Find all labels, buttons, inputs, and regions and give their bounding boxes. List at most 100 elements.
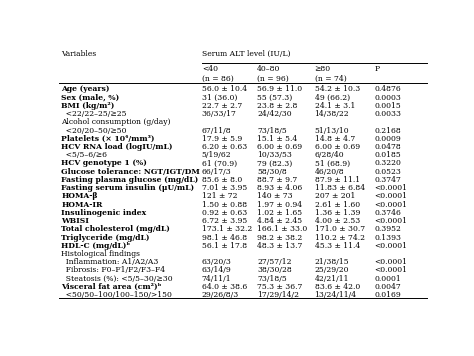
Text: 0.0478: 0.0478 — [374, 143, 401, 151]
Text: 61 (70.9): 61 (70.9) — [202, 159, 237, 167]
Text: 98.1 ± 46.8: 98.1 ± 46.8 — [202, 234, 247, 241]
Text: 17/29/14/2: 17/29/14/2 — [257, 291, 299, 299]
Text: 0.3747: 0.3747 — [374, 176, 401, 184]
Text: 140 ± 73: 140 ± 73 — [257, 192, 293, 200]
Text: 23.8 ± 2.8: 23.8 ± 2.8 — [257, 102, 298, 110]
Text: <22/22–25/≥25: <22/22–25/≥25 — [61, 110, 127, 118]
Text: 6.00 ± 0.69: 6.00 ± 0.69 — [315, 143, 360, 151]
Text: 73/18/5: 73/18/5 — [257, 274, 287, 283]
Text: Platelets (× 10⁴/mm³): Platelets (× 10⁴/mm³) — [61, 135, 155, 143]
Text: <20/20–50/≥50: <20/20–50/≥50 — [61, 127, 127, 135]
Text: 24/42/30: 24/42/30 — [257, 110, 292, 118]
Text: 0.1393: 0.1393 — [374, 234, 401, 241]
Text: 1.02 ± 1.65: 1.02 ± 1.65 — [257, 209, 302, 217]
Text: HOMA-IR: HOMA-IR — [61, 201, 102, 209]
Text: <0.0001: <0.0001 — [374, 217, 408, 225]
Text: 31 (36.0): 31 (36.0) — [202, 94, 237, 102]
Text: 17.9 ± 5.9: 17.9 ± 5.9 — [202, 135, 242, 143]
Text: 58/30/8: 58/30/8 — [257, 168, 287, 176]
Text: 0.3746: 0.3746 — [374, 209, 401, 217]
Text: 6.20 ± 0.63: 6.20 ± 0.63 — [202, 143, 247, 151]
Text: Fibrosis: F0–F1/F2/F3–F4: Fibrosis: F0–F1/F2/F3–F4 — [61, 266, 165, 274]
Text: HOMA-β: HOMA-β — [61, 192, 98, 200]
Text: P: P — [374, 66, 380, 73]
Text: 21/38/15: 21/38/15 — [315, 258, 349, 266]
Text: 0.0033: 0.0033 — [374, 110, 401, 118]
Text: 51/13/10: 51/13/10 — [315, 127, 349, 135]
Text: WBISI: WBISI — [61, 217, 89, 225]
Text: 4.84 ± 2.45: 4.84 ± 2.45 — [257, 217, 302, 225]
Text: 6/28/40: 6/28/40 — [315, 151, 344, 159]
Text: Glucose tolerance: NGT/IGT/DM: Glucose tolerance: NGT/IGT/DM — [61, 168, 200, 176]
Text: <0.0001: <0.0001 — [374, 192, 408, 200]
Text: Fasting plasma glucose (mg/dL): Fasting plasma glucose (mg/dL) — [61, 176, 198, 184]
Text: 40–80
(n = 96): 40–80 (n = 96) — [257, 66, 289, 83]
Text: 2.61 ± 1.60: 2.61 ± 1.60 — [315, 201, 360, 209]
Text: Serum ALT level (IU/L): Serum ALT level (IU/L) — [202, 49, 290, 58]
Text: 75.3 ± 36.7: 75.3 ± 36.7 — [257, 283, 302, 291]
Text: 42/21/11: 42/21/11 — [315, 274, 349, 283]
Text: 0.0015: 0.0015 — [374, 102, 401, 110]
Text: 63/14/9: 63/14/9 — [202, 266, 231, 274]
Text: HCV genotype 1 (%): HCV genotype 1 (%) — [61, 159, 147, 167]
Text: 55 (57.3): 55 (57.3) — [257, 94, 292, 102]
Text: 64.0 ± 38.6: 64.0 ± 38.6 — [202, 283, 247, 291]
Text: 36/33/17: 36/33/17 — [202, 110, 237, 118]
Text: <0.0001: <0.0001 — [374, 266, 408, 274]
Text: 83.6 ± 42.0: 83.6 ± 42.0 — [315, 283, 360, 291]
Text: Age (years): Age (years) — [61, 85, 109, 94]
Text: 15.1 ± 5.4: 15.1 ± 5.4 — [257, 135, 298, 143]
Text: 14.8 ± 4.7: 14.8 ± 4.7 — [315, 135, 355, 143]
Text: 5/19/62: 5/19/62 — [202, 151, 231, 159]
Text: 74/11/1: 74/11/1 — [202, 274, 231, 283]
Text: 0.0001: 0.0001 — [374, 274, 401, 283]
Text: 38/30/28: 38/30/28 — [257, 266, 292, 274]
Text: 0.92 ± 0.63: 0.92 ± 0.63 — [202, 209, 247, 217]
Text: 54.2 ± 10.3: 54.2 ± 10.3 — [315, 85, 360, 94]
Text: 24.1 ± 3.1: 24.1 ± 3.1 — [315, 102, 355, 110]
Text: 73/18/5: 73/18/5 — [257, 127, 287, 135]
Text: Visceral fat area (cm²)ᵇ: Visceral fat area (cm²)ᵇ — [61, 283, 162, 291]
Text: 0.0003: 0.0003 — [374, 94, 401, 102]
Text: <0.0001: <0.0001 — [374, 242, 408, 250]
Text: <50/50–100/100–150/>150: <50/50–100/100–150/>150 — [61, 291, 172, 299]
Text: 66/17/3: 66/17/3 — [202, 168, 231, 176]
Text: 0.2168: 0.2168 — [374, 127, 401, 135]
Text: 173.1 ± 32.2: 173.1 ± 32.2 — [202, 225, 252, 233]
Text: 6.00 ± 0.69: 6.00 ± 0.69 — [257, 143, 302, 151]
Text: 11.83 ± 6.84: 11.83 ± 6.84 — [315, 184, 365, 192]
Text: 1.97 ± 0.94: 1.97 ± 0.94 — [257, 201, 302, 209]
Text: 1.50 ± 0.88: 1.50 ± 0.88 — [202, 201, 247, 209]
Text: 56.1 ± 17.8: 56.1 ± 17.8 — [202, 242, 247, 250]
Text: Histological findings: Histological findings — [61, 250, 140, 258]
Text: HCV RNA load (logIU/mL): HCV RNA load (logIU/mL) — [61, 143, 173, 151]
Text: 67/11/8: 67/11/8 — [202, 127, 231, 135]
Text: 10/33/53: 10/33/53 — [257, 151, 292, 159]
Text: Insulinogenic index: Insulinogenic index — [61, 209, 146, 217]
Text: Triglyceride (mg/dL): Triglyceride (mg/dL) — [61, 234, 150, 241]
Text: 0.0047: 0.0047 — [374, 283, 401, 291]
Text: 48.3 ± 13.7: 48.3 ± 13.7 — [257, 242, 302, 250]
Text: 85.6 ± 8.0: 85.6 ± 8.0 — [202, 176, 242, 184]
Text: ≥80
(n = 74): ≥80 (n = 74) — [315, 66, 346, 83]
Text: Variables: Variables — [61, 49, 96, 58]
Text: 45.3 ± 11.4: 45.3 ± 11.4 — [315, 242, 360, 250]
Text: 51 (68.9): 51 (68.9) — [315, 159, 350, 167]
Text: Total cholesterol (mg/dL): Total cholesterol (mg/dL) — [61, 225, 170, 233]
Text: 4.00 ± 2.53: 4.00 ± 2.53 — [315, 217, 360, 225]
Text: 25/29/20: 25/29/20 — [315, 266, 349, 274]
Text: 14/38/22: 14/38/22 — [315, 110, 349, 118]
Text: 27/57/12: 27/57/12 — [257, 258, 292, 266]
Text: 79 (82.3): 79 (82.3) — [257, 159, 292, 167]
Text: 166.1 ± 33.0: 166.1 ± 33.0 — [257, 225, 308, 233]
Text: 56.0 ± 10.4: 56.0 ± 10.4 — [202, 85, 247, 94]
Text: Inflammation: A1/A2/A3: Inflammation: A1/A2/A3 — [61, 258, 158, 266]
Text: 22.7 ± 2.7: 22.7 ± 2.7 — [202, 102, 242, 110]
Text: 0.0185: 0.0185 — [374, 151, 401, 159]
Text: 207 ± 201: 207 ± 201 — [315, 192, 355, 200]
Text: 87.9 ± 11.1: 87.9 ± 11.1 — [315, 176, 360, 184]
Text: Alcohol consumption (g/day): Alcohol consumption (g/day) — [61, 119, 171, 126]
Text: Sex (male, %): Sex (male, %) — [61, 94, 119, 102]
Text: HDL-C (mg/dL)ᵇ: HDL-C (mg/dL)ᵇ — [61, 242, 130, 250]
Text: 171.0 ± 30.7: 171.0 ± 30.7 — [315, 225, 365, 233]
